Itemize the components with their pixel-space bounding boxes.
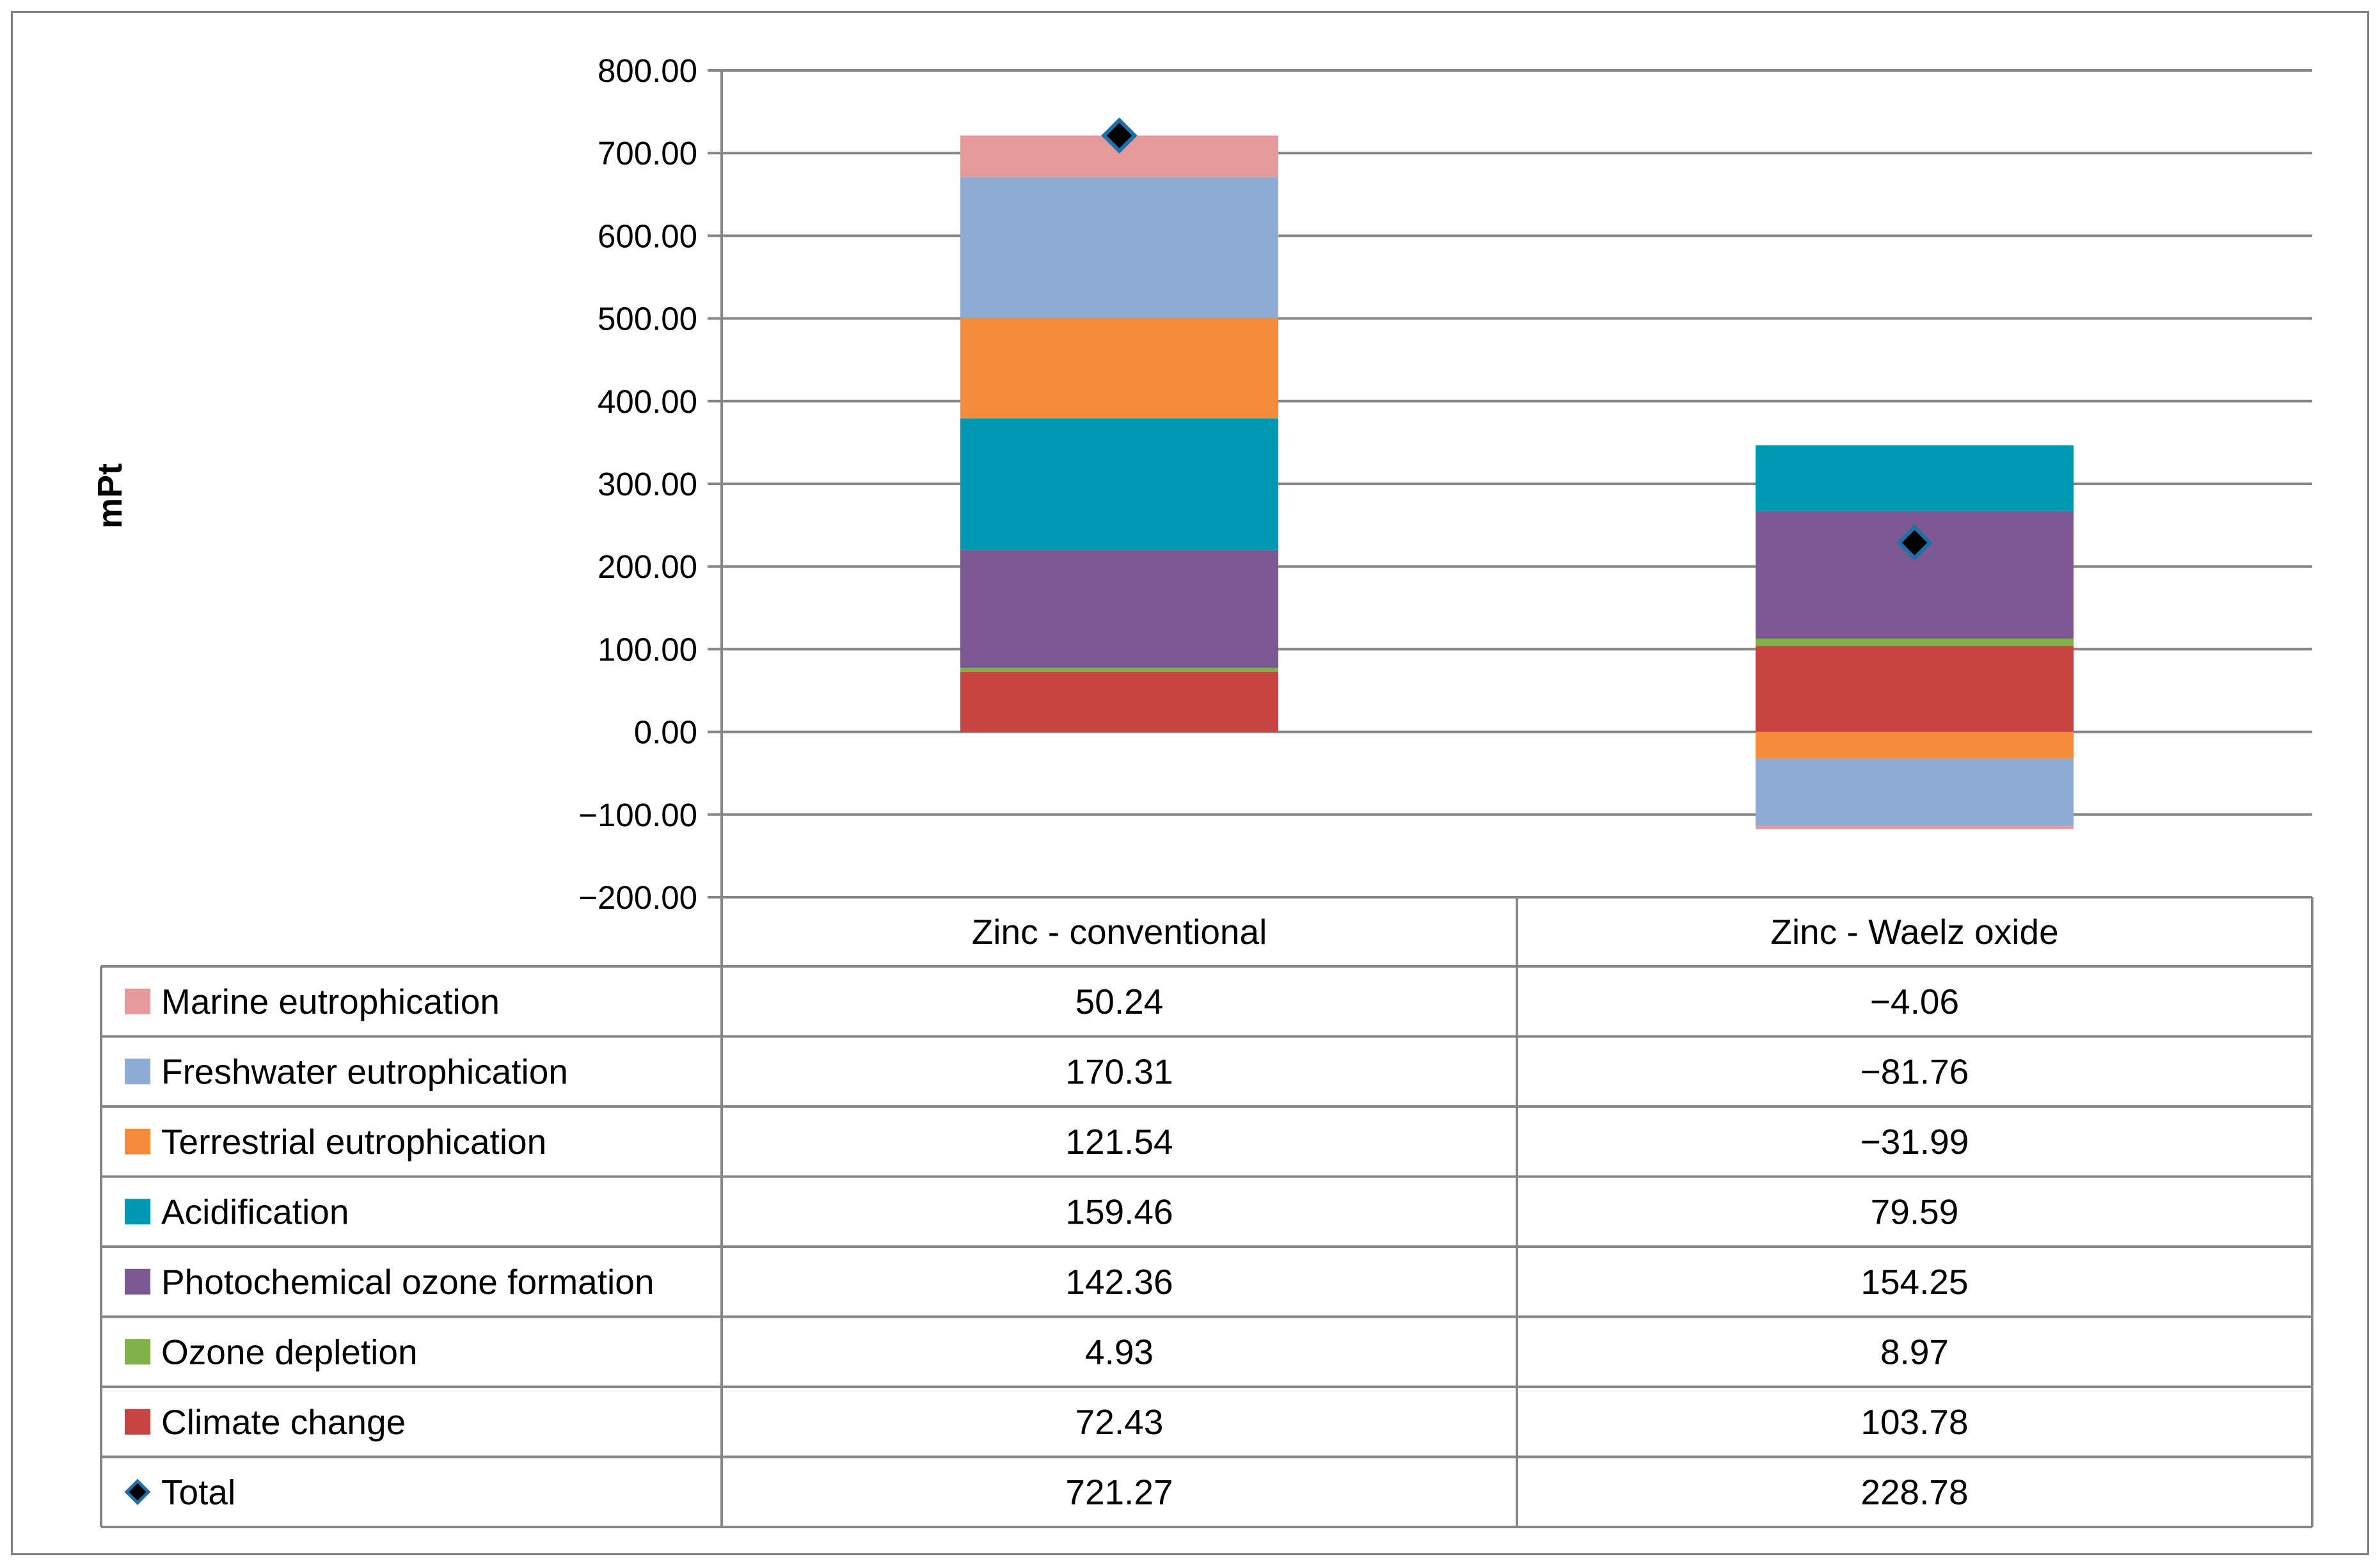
legend-label: Freshwater eutrophication xyxy=(161,1051,568,1091)
y-tick-label: 100.00 xyxy=(598,631,697,667)
y-axis-label: mPt xyxy=(91,463,129,529)
legend-key xyxy=(125,1059,150,1085)
y-tick-label: 400.00 xyxy=(598,383,697,420)
legend-key xyxy=(125,1339,150,1365)
y-tick-label: 500.00 xyxy=(598,301,697,337)
gridlines xyxy=(722,69,2312,899)
legend-label: Terrestrial eutrophication xyxy=(161,1122,546,1162)
y-tick-label: −200.00 xyxy=(578,879,697,916)
y-tick-label: 200.00 xyxy=(598,548,697,585)
bar-segment-climate-change xyxy=(960,672,1278,732)
y-tick-label: 0.00 xyxy=(634,714,697,751)
bar-segment-ozone-depletion xyxy=(960,667,1278,673)
data-label: 142.36 xyxy=(1065,1262,1173,1302)
data-label: 721.27 xyxy=(1065,1472,1173,1512)
data-label: 8.97 xyxy=(1880,1332,1949,1371)
data-label: 170.31 xyxy=(1065,1051,1173,1091)
data-label: 72.43 xyxy=(1075,1402,1164,1442)
legend-label: Marine eutrophication xyxy=(161,982,500,1021)
legend-label: Climate change xyxy=(161,1402,406,1442)
legend-key xyxy=(124,1478,151,1505)
legend-key xyxy=(125,1409,150,1435)
legend-key xyxy=(125,1268,150,1295)
legend-key xyxy=(125,988,150,1014)
data-table: Zinc - conventional Zinc - Waelz oxide Mar… xyxy=(100,897,2313,1528)
bar-segment-freshwater-eutrophication xyxy=(960,177,1278,318)
y-tick-label: 800.00 xyxy=(598,52,697,89)
data-label: −4.06 xyxy=(1870,982,1959,1021)
legend-label: Total xyxy=(161,1472,235,1512)
y-tick-label: 600.00 xyxy=(598,218,697,254)
legend-label: Ozone depletion xyxy=(161,1332,418,1371)
y-tick-label: 300.00 xyxy=(598,466,697,502)
category-label: Zinc - conventional xyxy=(972,912,1267,952)
category-label: Zinc - Waelz oxide xyxy=(1770,912,2058,952)
data-label: −81.76 xyxy=(1860,1051,1969,1091)
data-label: 228.78 xyxy=(1860,1472,1968,1512)
y-tick-label: −100.00 xyxy=(578,797,697,833)
data-label: 159.46 xyxy=(1065,1192,1173,1231)
data-label: 50.24 xyxy=(1075,982,1164,1021)
chart-frame: 800.00 700.00 600.00 500.00 400.00 300.00 200.… xyxy=(11,11,2369,1555)
data-label: 121.54 xyxy=(1065,1122,1173,1162)
total-marker xyxy=(1101,117,1138,154)
bar-segment-acidification xyxy=(960,418,1278,550)
legend-key xyxy=(125,1199,150,1225)
data-label: 79.59 xyxy=(1871,1192,1959,1231)
bar-segment-acidification xyxy=(1756,445,2074,511)
stacked-bar-chart: 800.00 700.00 600.00 500.00 400.00 300.00 200.… xyxy=(91,52,2313,1528)
legend-label: Acidification xyxy=(161,1192,349,1231)
bar-segment-ozone-depletion xyxy=(1756,638,2074,646)
bar-segment-climate-change xyxy=(1756,646,2074,732)
data-label: −31.99 xyxy=(1860,1122,1969,1162)
legend-label: Photochemical ozone formation xyxy=(161,1262,654,1302)
bar-segment-freshwater-eutrophication xyxy=(1756,758,2074,826)
bar-segment-terrestrial-eutrophication xyxy=(1756,731,2074,758)
data-label: 154.25 xyxy=(1860,1262,1968,1302)
y-axis: 800.00 700.00 600.00 500.00 400.00 300.00 200.… xyxy=(578,52,723,916)
bar-segment-photochemical-ozone-formation xyxy=(960,550,1278,668)
total-markers xyxy=(1101,117,1933,561)
y-tick-label: 700.00 xyxy=(598,135,697,172)
legend-key xyxy=(125,1128,150,1155)
bar-segment-marine-eutrophication xyxy=(1756,826,2074,829)
total-marker xyxy=(1896,524,1933,561)
bars xyxy=(960,135,2074,829)
bar-segment-terrestrial-eutrophication xyxy=(960,317,1278,419)
data-label: 103.78 xyxy=(1860,1402,1968,1442)
data-label: 4.93 xyxy=(1085,1332,1154,1371)
